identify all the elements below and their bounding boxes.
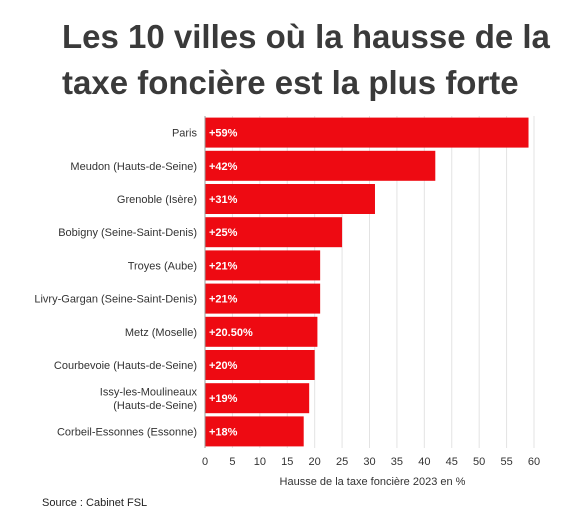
x-tick-label: 55 [500,456,512,468]
data-label: +21% [209,294,238,306]
x-axis-label: Hausse de la taxe foncière 2023 en % [280,476,466,488]
x-tick-label: 60 [528,456,540,468]
x-tick-label: 10 [254,456,266,468]
category-labels: Paris Meudon (Hauts-de-Seine) Grenoble (Is… [34,128,197,439]
data-label: +21% [209,260,238,272]
bar [205,150,436,181]
bar [205,250,321,281]
category-label: Grenoble (Isère) [117,194,197,206]
data-label: +42% [209,161,238,173]
category-label: Livry-Gargan (Seine-Saint-Denis) [34,294,197,306]
data-label: +18% [209,426,238,438]
category-label: Corbeil-Essonnes (Essonne) [57,426,197,438]
x-tick-label: 35 [391,456,403,468]
x-tick-label: 45 [446,456,458,468]
data-label: +20.50% [209,327,253,339]
data-label: +31% [209,194,238,206]
bar [205,184,375,214]
x-tick-label: 40 [418,456,430,468]
source-note: Source : Cabinet FSL [42,497,148,509]
x-tick-label: 5 [229,456,235,468]
x-tick-label: 25 [336,456,348,468]
category-label: Issy-les-Moulineaux (Hauts-de-Seine) [100,386,198,412]
bar [205,283,321,314]
bar [205,383,310,414]
x-tick-label: 20 [309,456,321,468]
data-labels: +59% +42% +31% +25% +21% +21% +20.50% +20% +19% +… [209,128,253,439]
bar [205,350,315,380]
data-label: +59% [209,128,238,140]
category-label: Paris [172,128,198,140]
data-label: +20% [209,360,238,372]
bar [205,316,318,347]
bar [205,117,529,148]
category-label: Troyes (Aube) [128,260,197,272]
category-label: Metz (Moselle) [125,327,197,339]
chart-title: Les 10 villes où la hausse de la taxe fo… [62,18,550,101]
category-label: Meudon (Hauts-de-Seine) [70,161,197,173]
x-tick-label: 50 [473,456,485,468]
category-label: Courbevoie (Hauts-de-Seine) [54,360,197,372]
bars [205,117,529,447]
bar [205,217,343,248]
category-label: Bobigny (Seine-Saint-Denis) [58,227,197,239]
x-tick-label: 15 [281,456,293,468]
data-label: +19% [209,393,238,405]
data-label: +25% [209,227,238,239]
x-tick-labels: 0 5 10 15 20 25 30 35 40 45 50 55 60 [202,456,540,468]
x-tick-label: 30 [363,456,375,468]
bar [205,416,304,447]
x-tick-label: 0 [202,456,208,468]
